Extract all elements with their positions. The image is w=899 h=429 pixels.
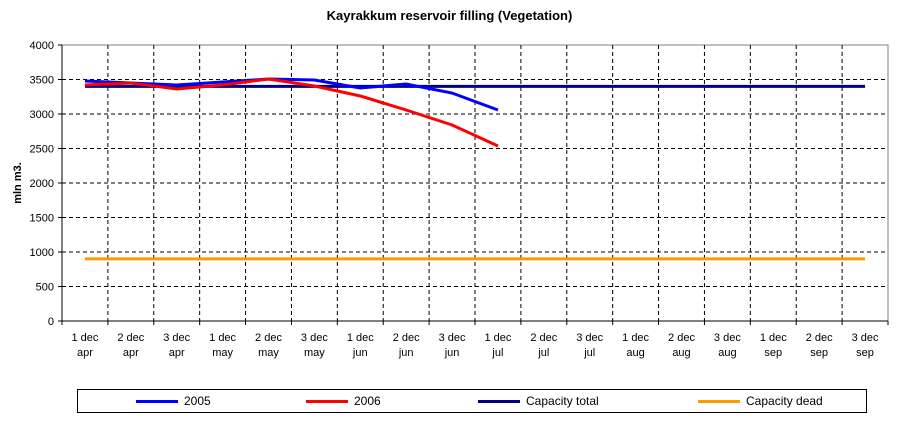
series-line-2006 <box>84 77 499 148</box>
legend-item: Capacity total <box>478 394 599 408</box>
x-tick-label: 3 dec <box>301 332 328 344</box>
legend-item: 2005 <box>136 394 211 408</box>
legend-label: 2006 <box>354 394 381 408</box>
x-tick-label: may <box>304 347 325 359</box>
legend-label: Capacity total <box>526 394 599 408</box>
x-tick-label: 1 dec <box>209 332 236 344</box>
x-tick-label: apr <box>169 347 185 359</box>
legend-item: 2006 <box>306 394 381 408</box>
y-tick-label: 0 <box>48 316 54 328</box>
y-tick-label: 3000 <box>30 109 54 121</box>
legend-swatch <box>136 399 178 403</box>
x-tick-label: may <box>212 347 233 359</box>
x-tick-label: 3 dec <box>852 332 879 344</box>
x-tick-label: aug <box>672 347 690 359</box>
y-tick-label: 500 <box>36 282 54 294</box>
x-tick-label: jul <box>537 347 549 359</box>
x-tick-label: jun <box>352 347 368 359</box>
plot-area: 0 500 1000 1500 2000 2500 3000 3500 4000 1 dec apr… <box>12 40 889 359</box>
x-tick-label: jul <box>491 347 503 359</box>
x-tick-label: apr <box>77 347 93 359</box>
y-tick-label: 1000 <box>30 247 54 259</box>
y-tick-label: 2000 <box>30 178 54 190</box>
legend-item: Capacity dead <box>698 394 823 408</box>
x-tick-label: 2 dec <box>806 332 833 344</box>
x-tick-label: 2 dec <box>668 332 695 344</box>
y-tick-label: 3500 <box>30 75 54 87</box>
x-tick-label: 3 dec <box>439 332 466 344</box>
legend-swatch <box>478 399 520 403</box>
x-tick-label: 1 dec <box>760 332 787 344</box>
x-tick-label: 1 dec <box>71 332 98 344</box>
x-tick-label: jun <box>444 347 460 359</box>
y-axis-label: mln m3. <box>12 162 24 204</box>
x-tick-label: 2 dec <box>255 332 282 344</box>
legend-label: Capacity dead <box>746 394 823 408</box>
x-tick-label: jul <box>583 347 595 359</box>
y-tick-label: 2500 <box>30 144 54 156</box>
x-tick-label: apr <box>123 347 139 359</box>
x-tick-label: 3 dec <box>576 332 603 344</box>
chart-title: Kayrakkum reservoir filling (Vegetation) <box>326 8 573 23</box>
x-tick-label: 3 dec <box>714 332 741 344</box>
x-tick-label: 1 dec <box>347 332 374 344</box>
x-tick-label: 2 dec <box>393 332 420 344</box>
legend-label: 2005 <box>184 394 211 408</box>
x-tick-label: 3 dec <box>163 332 190 344</box>
x-tick-label: sep <box>764 347 782 359</box>
x-tick-label: 2 dec <box>117 332 144 344</box>
x-tick-label: 2 dec <box>530 332 557 344</box>
x-tick-label: may <box>258 347 279 359</box>
x-tick-label: sep <box>810 347 828 359</box>
legend-swatch <box>698 399 740 403</box>
series-line-2005 <box>84 77 499 112</box>
x-tick-label: aug <box>626 347 644 359</box>
x-tick-label: 1 dec <box>484 332 511 344</box>
x-tick-label: sep <box>856 347 874 359</box>
x-tick-label: aug <box>718 347 736 359</box>
x-tick-label: jun <box>398 347 414 359</box>
legend-swatch <box>306 399 348 403</box>
legend: 2005 2006 Capacity total Capacity dead <box>77 389 867 413</box>
y-tick-label: 4000 <box>30 40 54 52</box>
x-tick-label: 1 dec <box>622 332 649 344</box>
y-tick-label: 1500 <box>30 213 54 225</box>
